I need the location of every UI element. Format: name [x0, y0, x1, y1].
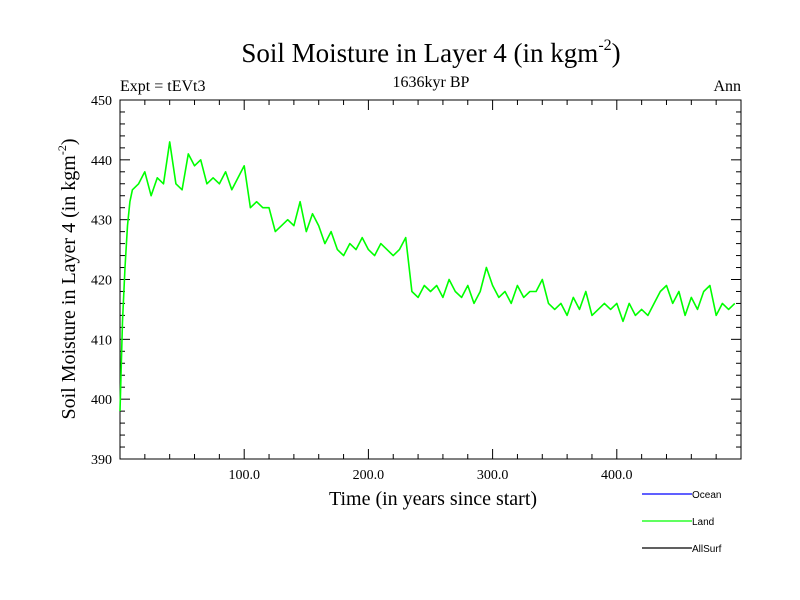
y-axis-label: Soil Moisture in Layer 4 (in kgm-2)	[55, 138, 80, 419]
period-label: 1636kyr BP	[393, 74, 470, 91]
x-tick-label: 300.0	[477, 468, 509, 483]
y-axis: 390 400 410 420 430 440 450	[91, 94, 741, 468]
chart-title-superscript: -2	[598, 37, 611, 54]
y-tick-label: 400	[91, 393, 112, 408]
y-tick-label: 450	[91, 94, 112, 109]
y-tick-label: 410	[91, 333, 112, 348]
legend-label-allsurf: AllSurf	[692, 544, 722, 555]
y-tick-label: 390	[91, 453, 112, 468]
chart-title: Soil Moisture in Layer 4 (in kgm-2)	[241, 37, 620, 68]
x-tick-label: 200.0	[353, 468, 385, 483]
x-axis-label: Time (in years since start)	[329, 488, 537, 510]
legend-label-land: Land	[692, 517, 714, 528]
legend: Ocean Land AllSurf	[642, 490, 722, 555]
x-axis: 100.0 200.0 300.0 400.0	[144, 100, 717, 483]
y-tick-label: 430	[91, 214, 112, 229]
series-line-land	[119, 141, 736, 412]
season-label: Ann	[713, 78, 741, 95]
experiment-label: Expt = tEVt3	[120, 78, 205, 95]
x-tick-label: 400.0	[601, 468, 633, 483]
x-tick-label: 100.0	[228, 468, 260, 483]
series-group	[119, 141, 736, 412]
y-tick-label: 440	[91, 154, 112, 169]
y-tick-label: 420	[91, 274, 112, 289]
legend-label-ocean: Ocean	[692, 490, 721, 501]
plot-frame	[119, 99, 742, 460]
y-axis-label-superscript: -2	[55, 145, 69, 155]
